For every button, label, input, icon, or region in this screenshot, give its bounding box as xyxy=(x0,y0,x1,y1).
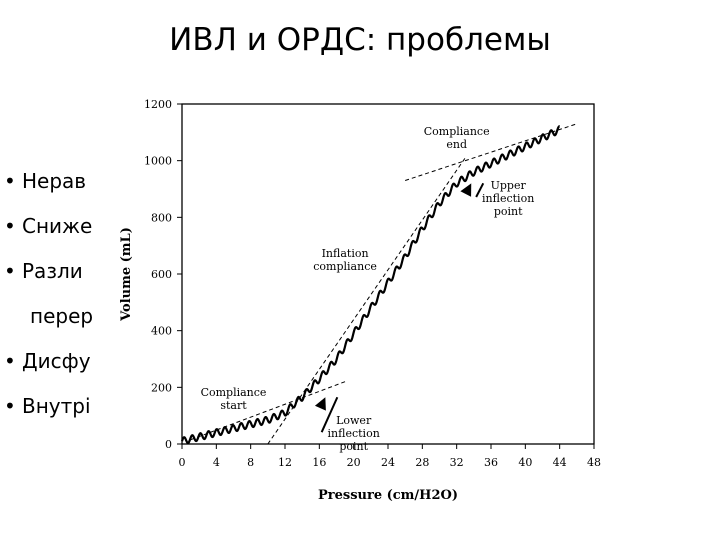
annotation-label: end xyxy=(446,138,467,151)
bullet-item-continuation: перер xyxy=(4,301,100,346)
x-tick-label: 32 xyxy=(450,456,464,469)
x-tick-label: 36 xyxy=(484,456,498,469)
x-tick-label: 8 xyxy=(247,456,254,469)
annotation-label: inflection xyxy=(482,192,534,205)
annotation-label: point xyxy=(494,205,523,218)
annotation-label: Inflation xyxy=(322,247,369,260)
annotation-label: compliance xyxy=(313,260,377,273)
bullet-item: • Дисфу xyxy=(4,346,100,391)
bullet-item: • Нерав xyxy=(4,166,100,211)
annotation-arrow-line xyxy=(475,182,485,198)
y-tick-label: 1200 xyxy=(144,98,172,111)
bullet-list: • Нерав • Сниже • Разли перер • Дисфу • Внутр… xyxy=(4,166,100,436)
bullet-dot-icon: • xyxy=(4,349,16,373)
bullet-item: • Сниже xyxy=(4,211,100,256)
x-tick-label: 4 xyxy=(213,456,220,469)
y-axis-label: Volume (mL) xyxy=(119,227,134,322)
annotation-label: Upper xyxy=(491,179,527,192)
x-tick-label: 12 xyxy=(278,456,292,469)
chart-svg: 0 4 8 12 16 20 24 28 32 36 40 44 4802004006008001000… xyxy=(119,98,601,503)
annotation-label: point xyxy=(339,440,368,453)
bullet-text: Дисфу xyxy=(22,349,91,373)
tangent-line xyxy=(267,157,466,445)
x-tick-label: 48 xyxy=(587,456,601,469)
bullet-item: • Внутрі xyxy=(4,391,100,436)
slide-title: ИВЛ и ОРДС: проблемы xyxy=(169,22,551,58)
bullet-dot-icon: • xyxy=(4,169,16,193)
bullet-dot-icon: • xyxy=(4,394,16,418)
y-tick-label: 600 xyxy=(151,268,172,281)
x-tick-label: 28 xyxy=(415,456,429,469)
bullet-text: Разли xyxy=(22,259,83,283)
x-tick-label: 24 xyxy=(381,456,395,469)
bullet-text: Внутрі xyxy=(22,394,91,418)
tangent-line xyxy=(405,123,577,181)
x-tick-label: 20 xyxy=(347,456,361,469)
y-tick-label: 200 xyxy=(151,381,172,394)
bullet-dot-icon: • xyxy=(4,214,16,238)
x-tick-label: 16 xyxy=(312,456,326,469)
x-tick-label: 44 xyxy=(553,456,567,469)
y-tick-label: 400 xyxy=(151,325,172,338)
pressure-volume-curve xyxy=(180,125,560,445)
annotation-label: Lower xyxy=(336,414,372,427)
annotation-label: inflection xyxy=(328,427,380,440)
annotation-arrow-head-icon xyxy=(314,397,326,411)
y-tick-label: 800 xyxy=(151,211,172,224)
pressure-volume-chart: 0 4 8 12 16 20 24 28 32 36 40 44 48 0 200 400 600 800 1000… xyxy=(96,92,608,512)
annotation-label: Compliance xyxy=(201,386,267,399)
bullet-item: • Разли xyxy=(4,256,100,301)
x-axis-label: Pressure (cm/H2O) xyxy=(318,488,458,503)
annotation-label: Compliance xyxy=(424,125,490,138)
annotation-arrow-line xyxy=(320,396,339,433)
x-tick-label: 0 xyxy=(179,456,186,469)
annotation-arrow-head-icon xyxy=(460,183,472,197)
x-tick-label: 40 xyxy=(518,456,532,469)
y-tick-label: 0 xyxy=(165,438,172,451)
annotation-label: start xyxy=(220,399,247,412)
bullet-text: перер xyxy=(30,304,94,328)
bullet-text: Нерав xyxy=(22,169,87,193)
bullet-text: Сниже xyxy=(22,214,93,238)
y-tick-label: 1000 xyxy=(144,155,172,168)
bullet-dot-icon: • xyxy=(4,259,16,283)
